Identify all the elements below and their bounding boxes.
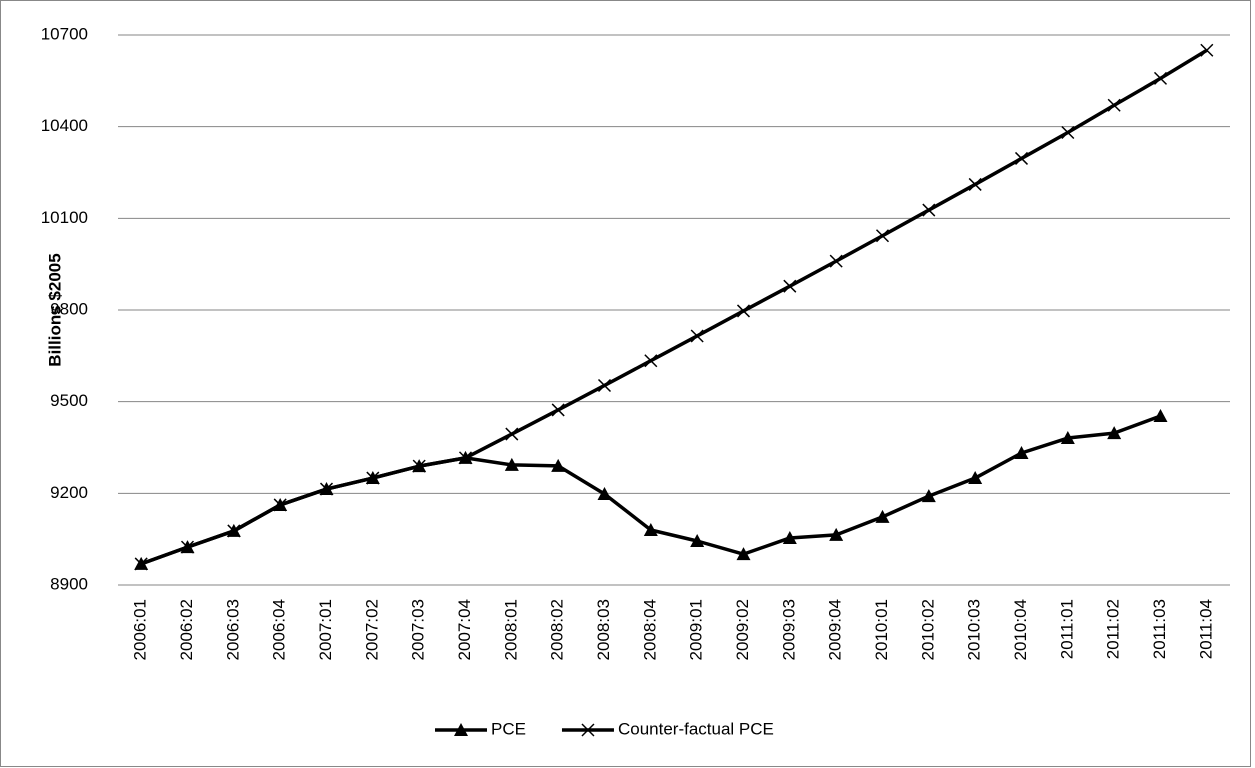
point (273, 498, 287, 512)
point (551, 403, 565, 417)
x-tick-label: 2006:03 (223, 599, 242, 660)
point (968, 471, 983, 485)
point (829, 254, 843, 268)
x-tick-label: 2011:04 (1196, 599, 1215, 659)
legend-label: Counter-factual PCE (618, 719, 774, 738)
y-tick-label: 9800 (50, 299, 88, 318)
y-tick-label: 9200 (50, 483, 88, 502)
point (1060, 431, 1075, 445)
x-tick-label: 2008:02 (548, 599, 567, 660)
x-tick-label: 2009:01 (687, 599, 706, 660)
point (644, 354, 658, 368)
x-tick-label: 2010:03 (965, 599, 984, 660)
point (783, 279, 797, 293)
point (458, 451, 473, 465)
point (643, 523, 658, 536)
legend-label: PCE (491, 719, 526, 738)
y-tick-label: 10400 (41, 116, 88, 135)
x-tick-label: 2010:02 (918, 599, 937, 660)
point (921, 489, 936, 503)
point (736, 547, 751, 561)
x-tick-label: 2008:04 (640, 599, 659, 660)
point (412, 459, 426, 473)
x-tick-label: 2007:01 (316, 599, 335, 660)
x-tick-label: 2007:03 (409, 599, 428, 660)
point (829, 527, 844, 541)
point (1200, 43, 1214, 57)
point (319, 482, 334, 496)
point (782, 530, 797, 544)
x-tick-label: 2006:02 (177, 599, 196, 660)
point (1153, 409, 1168, 423)
point (454, 723, 468, 736)
point (1061, 125, 1075, 140)
series-line (140, 48, 1208, 566)
x-tick-label: 2009:04 (826, 599, 845, 660)
point (180, 540, 195, 554)
point (366, 471, 380, 485)
point (875, 229, 890, 243)
y-tick-label: 10700 (41, 24, 88, 43)
x-tick-label: 2011:02 (1104, 599, 1123, 659)
point (1107, 98, 1121, 112)
x-tick-label: 2006:01 (131, 599, 150, 660)
point (922, 203, 936, 217)
x-tick-label: 2009:03 (779, 599, 798, 660)
point (875, 509, 890, 523)
x-tick-label: 2007:04 (455, 599, 474, 660)
point (504, 457, 519, 471)
point (505, 427, 519, 441)
x-tick-label: 2008:01 (501, 599, 520, 660)
point (597, 378, 612, 393)
point (736, 304, 751, 318)
point (597, 486, 612, 500)
point (227, 524, 241, 538)
y-axis-label: Billions $2005 (45, 253, 64, 366)
x-tick-label: 2011:03 (1150, 599, 1169, 659)
point (968, 177, 982, 191)
point (690, 534, 705, 547)
x-tick-label: 2010:01 (872, 599, 891, 660)
y-tick-label: 10100 (41, 208, 88, 227)
point (134, 557, 148, 571)
x-tick-label: 2010:04 (1011, 599, 1030, 660)
x-tick-label: 2011:01 (1057, 599, 1076, 659)
point (581, 723, 595, 737)
point (1153, 71, 1168, 85)
point (551, 458, 566, 472)
x-tick-label: 2006:04 (270, 599, 289, 660)
point (1014, 446, 1029, 459)
x-tick-label: 2008:03 (594, 599, 613, 660)
point (1107, 426, 1122, 440)
x-tick-label: 2009:02 (733, 599, 752, 660)
point (690, 329, 704, 343)
x-tick-label: 2007:02 (362, 599, 381, 660)
y-tick-label: 9500 (50, 391, 88, 410)
y-tick-label: 8900 (50, 574, 88, 593)
point (1014, 151, 1029, 165)
